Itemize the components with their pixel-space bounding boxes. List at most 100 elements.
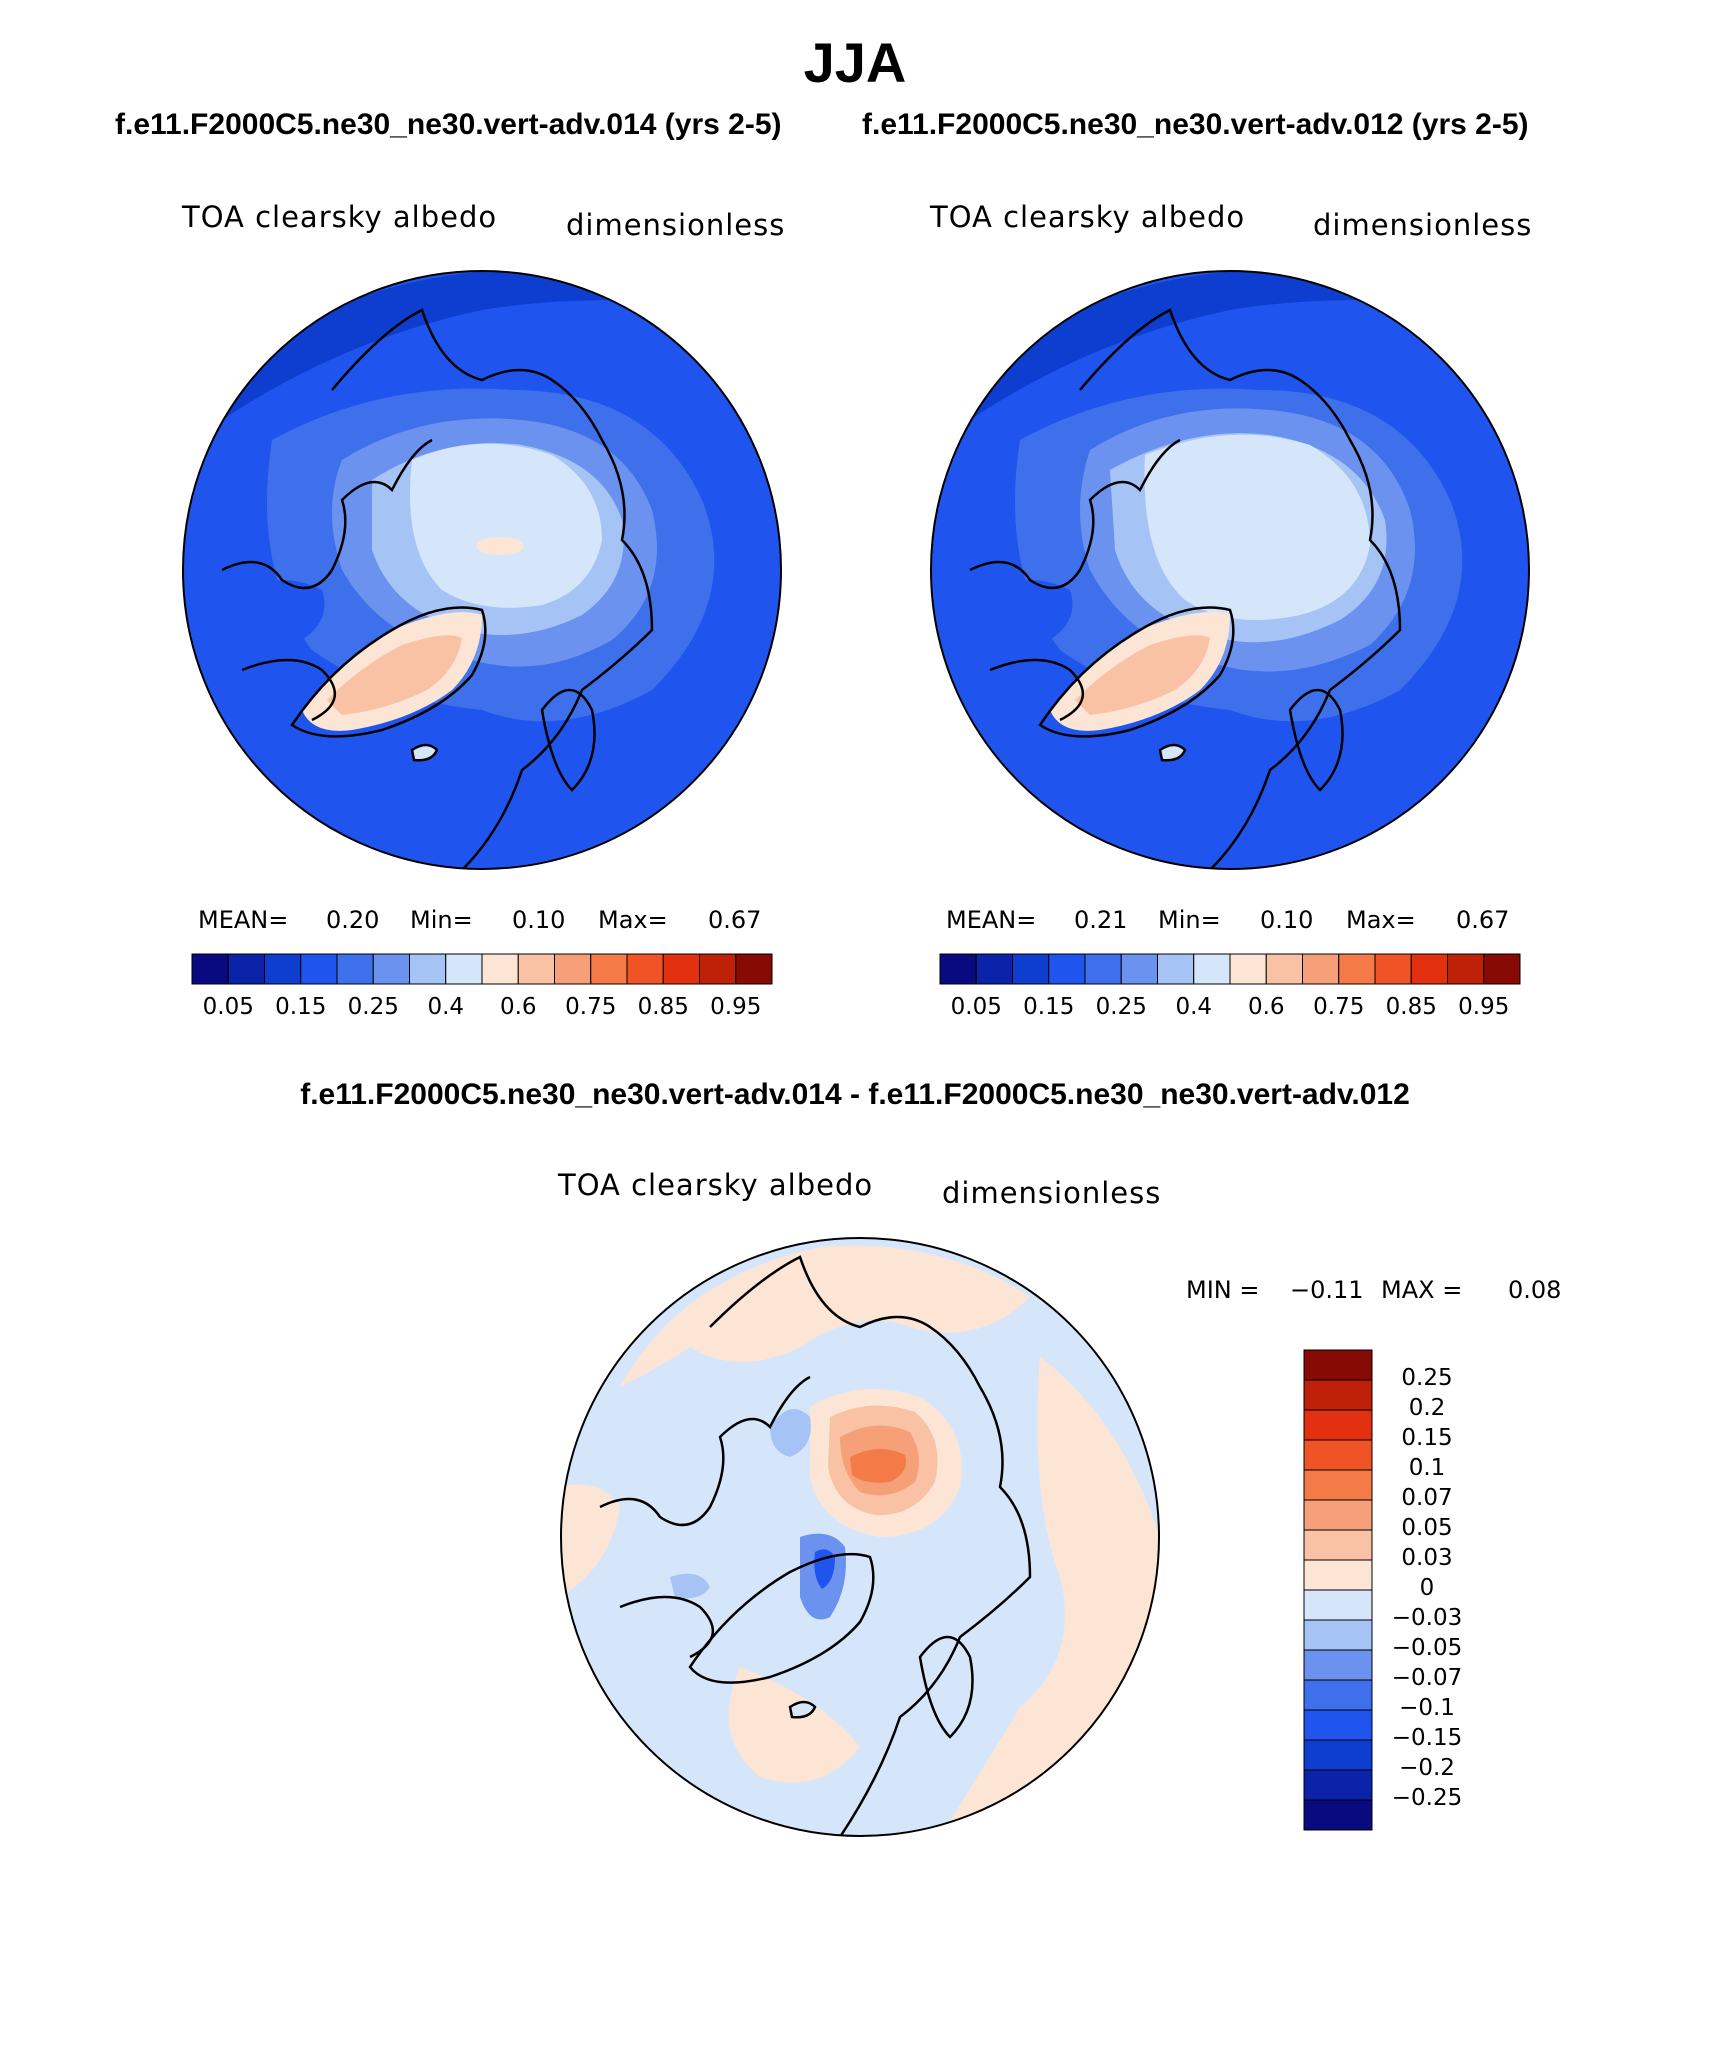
panel2-colorbar-tick-label: 0.25	[1095, 994, 1147, 1020]
case-b-title: f.e11.F2000C5.ne30_ne30.vert-adv.012 (yr…	[862, 108, 1529, 141]
panel1-central-peach-patch	[476, 537, 524, 555]
diff-blue-patch-1	[770, 1409, 811, 1457]
panel1-colorbar-swatch	[517, 953, 555, 985]
panel2-mean-label: MEAN=	[946, 906, 1037, 934]
diff-colorbar-tick-label: −0.07	[1391, 1665, 1463, 1691]
panel1-max-label: Max=	[598, 906, 668, 934]
panel1-coastline-north-america	[221, 438, 433, 722]
panel2-coastline-scandinavia	[1288, 688, 1344, 792]
panel1-coastline-eurasia	[331, 308, 654, 869]
diff-map-border	[560, 1237, 1160, 1837]
diff-max-label: MAX =	[1381, 1276, 1463, 1304]
panel2-colorbar-swatch	[975, 953, 1013, 985]
diff-colorbar-tick-label: 0.1	[1408, 1455, 1446, 1481]
panel1-ice-region	[410, 443, 602, 608]
diff-colorbar-tick-label: 0.05	[1401, 1515, 1453, 1541]
diff-colorbar-swatch	[1303, 1409, 1373, 1441]
diff-colorbar-swatch	[1303, 1619, 1373, 1651]
case-a-title: f.e11.F2000C5.ne30_ne30.vert-adv.014 (yr…	[115, 108, 782, 141]
difference-title: f.e11.F2000C5.ne30_ne30.vert-adv.014 - f…	[300, 1078, 1410, 1111]
panel1-colorbar-swatch	[336, 953, 374, 985]
diff-min-label: MIN =	[1186, 1276, 1260, 1304]
diff-coastline-scandinavia	[918, 1635, 974, 1739]
panel1-coastline-iceland	[410, 743, 439, 762]
panel1-max-value: 0.67	[708, 906, 762, 934]
panel1-units-label: dimensionless	[566, 208, 786, 242]
panel2-colorbar-swatch	[1048, 953, 1086, 985]
diff-min-value: −0.11	[1290, 1276, 1364, 1304]
panel1-colorbar-labels: 0.05 0.15 0.25 0.4 0.6 0.75 0.85 0.95	[192, 994, 772, 1024]
panel1-colorbar-swatch	[191, 953, 229, 985]
diff-colorbar-swatch	[1303, 1529, 1373, 1561]
panel1-min-label: Min=	[410, 906, 473, 934]
panel2-min-value: 0.10	[1260, 906, 1314, 934]
diff-colorbar-swatch	[1303, 1349, 1373, 1381]
panel1-colorbar-swatch	[554, 953, 592, 985]
diff-peach-north	[620, 1245, 1030, 1387]
panel2-greenland-salmon	[1075, 635, 1210, 715]
diff-colorbar-tick-label: −0.03	[1391, 1605, 1463, 1631]
panel2-coastline-eurasia	[1079, 308, 1402, 869]
panel1-colorbar-swatch	[300, 953, 338, 985]
diff-blue-patch-4	[670, 1573, 710, 1599]
panel1-hudson-blob	[242, 580, 325, 643]
panel2-polar-map	[930, 270, 1530, 870]
panel1-mean-label: MEAN=	[198, 906, 289, 934]
diff-colorbar-tick-label: 0	[1419, 1575, 1435, 1601]
panel1-colorbar-tick-label: 0.75	[565, 994, 617, 1020]
panel1-colorbar-swatch	[590, 953, 628, 985]
diff-colorbar-labels: 0.25 0.2 0.15 0.1 0.07 0.05 0.03 0 −0.03 −0.05 −0.…	[1372, 1350, 1492, 1830]
panel1-colorbar-tick-label: 0.85	[637, 994, 689, 1020]
diff-red-center	[850, 1448, 906, 1483]
diff-colorbar-swatch	[1303, 1469, 1373, 1501]
diff-colorbar-tick-label: −0.25	[1391, 1785, 1463, 1811]
panel2-ice-region	[1144, 434, 1370, 620]
panel1-colorbar-swatch	[409, 953, 447, 985]
panel1-variable-label: TOA clearsky albedo	[182, 200, 498, 234]
panel2-colorbar-tick-label: 0.05	[950, 994, 1002, 1020]
panel2-units-label: dimensionless	[1313, 208, 1533, 242]
panel1-colorbar-swatch	[481, 953, 519, 985]
panel1-colorbar-tick-label: 0.4	[427, 994, 465, 1020]
panel1-colorbar-swatch	[264, 953, 302, 985]
panel2-colorbar-swatch	[939, 953, 977, 985]
panel2-colorbar-tick-label: 0.6	[1247, 994, 1285, 1020]
diff-colorbar-tick-label: −0.2	[1399, 1755, 1455, 1781]
panel2-colorbar-tick-label: 0.4	[1175, 994, 1213, 1020]
diff-colorbar-swatch	[1303, 1649, 1373, 1681]
panel1-map-border	[182, 270, 782, 870]
panel2-colorbar-swatch	[1447, 953, 1485, 985]
panel2-hudson-blob	[990, 580, 1073, 643]
panel1-colorbar-swatch	[227, 953, 265, 985]
diff-coastline-greenland	[688, 1552, 875, 1684]
panel2-coastline-north-america	[969, 438, 1181, 722]
panel2-dark-band	[970, 271, 1529, 420]
panel2-min-label: Min=	[1158, 906, 1221, 934]
diff-colorbar-swatch	[1303, 1559, 1373, 1591]
panel2-colorbar-swatch	[1120, 953, 1158, 985]
panel2-colorbar-labels: 0.05 0.15 0.25 0.4 0.6 0.75 0.85 0.95	[940, 994, 1520, 1024]
diff-coastline-eurasia	[709, 1255, 1032, 1836]
panel2-variable-label: TOA clearsky albedo	[930, 200, 1246, 234]
diff-colorbar-tick-label: −0.1	[1399, 1695, 1455, 1721]
panel1-colorbar-swatch	[662, 953, 700, 985]
diff-max-value: 0.08	[1508, 1276, 1562, 1304]
panel2-map-border	[930, 270, 1530, 870]
panel1-polar-map	[182, 270, 782, 870]
diff-coastline-iceland	[788, 1700, 817, 1719]
diff-colorbar-swatch	[1303, 1589, 1373, 1621]
panel2-colorbar-swatch	[1483, 953, 1521, 985]
panel2-colorbar-tick-label: 0.75	[1313, 994, 1365, 1020]
diff-colorbar-swatch	[1303, 1769, 1373, 1801]
diff-polar-map	[560, 1237, 1160, 1837]
diff-colorbar-tick-label: −0.05	[1391, 1635, 1463, 1661]
diff-colorbar-tick-label: 0.25	[1401, 1365, 1453, 1391]
diff-colorbar-tick-label: 0.07	[1401, 1485, 1453, 1511]
diff-colorbar-swatch	[1303, 1739, 1373, 1771]
panel1-colorbar-swatch	[445, 953, 483, 985]
panel2-colorbar-tick-label: 0.15	[1023, 994, 1075, 1020]
panel2-colorbar-swatch	[1374, 953, 1412, 985]
panel1-colorbar-tick-label: 0.95	[710, 994, 762, 1020]
panel2-colorbar-swatch	[1229, 953, 1267, 985]
panel1-mean-value: 0.20	[326, 906, 380, 934]
